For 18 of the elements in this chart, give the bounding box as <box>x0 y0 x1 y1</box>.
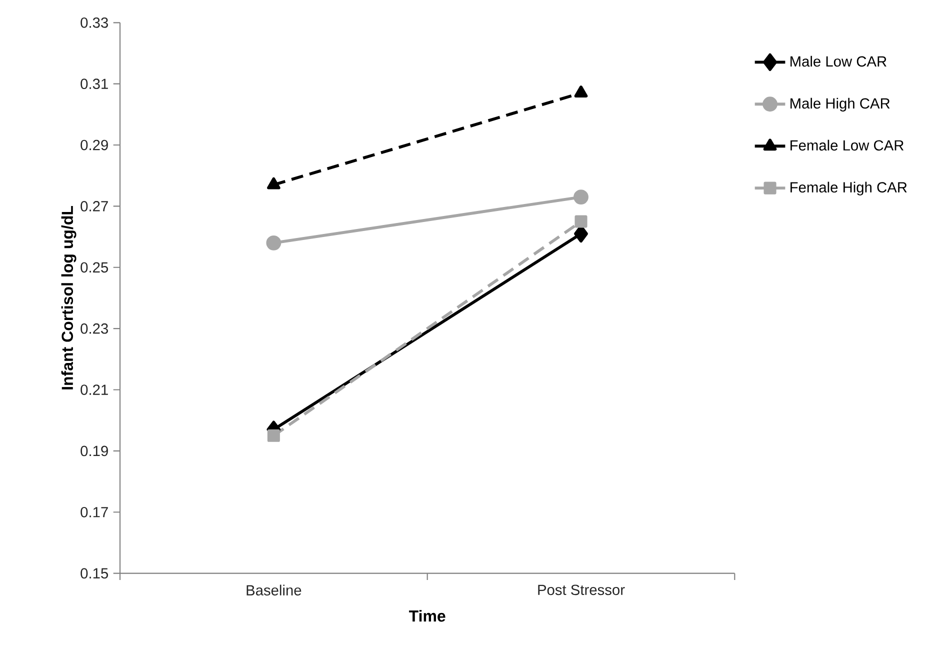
y-axis-title: Infant Cortisol log ug/dL <box>61 206 76 390</box>
y-tick-label: 0.33 <box>80 17 108 28</box>
y-tick-label: 0.15 <box>80 568 108 579</box>
x-tick-label: Post Stressor <box>538 584 625 596</box>
y-tick-label: 0.27 <box>80 201 108 212</box>
y-tick-label: 0.29 <box>80 140 108 150</box>
legend-label: Female Low CAR <box>790 140 904 151</box>
y-tick-label: 0.17 <box>80 506 108 518</box>
legend-label: Male High CAR <box>790 98 890 112</box>
y-tick-label: 0.19 <box>80 446 108 456</box>
y-tick-label: 0.23 <box>80 323 108 334</box>
legend-label: Female High CAR <box>790 182 907 196</box>
y-tick-label: 0.25 <box>80 262 108 273</box>
legend-label: Male Low CAR <box>790 56 886 67</box>
x-tick-label: Baseline <box>246 584 302 596</box>
y-tick-label: 0.31 <box>80 78 108 90</box>
x-axis-title: Time <box>409 610 446 622</box>
y-tick-label: 0.21 <box>80 384 108 395</box>
